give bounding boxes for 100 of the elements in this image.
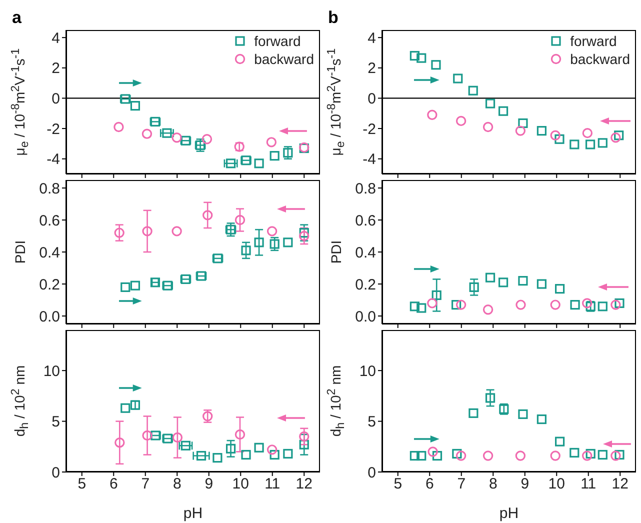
point — [202, 134, 212, 144]
point — [299, 431, 310, 442]
x-tick-label: 10 — [232, 476, 249, 493]
point — [299, 440, 309, 450]
x-tick-label: 12 — [612, 476, 628, 493]
chart-title: a — [12, 8, 22, 28]
point — [212, 453, 222, 463]
y-tick-label: 4 — [52, 30, 60, 47]
point — [550, 300, 560, 310]
point — [432, 290, 442, 300]
y-tick-label: 0 — [368, 90, 376, 108]
point — [270, 450, 280, 460]
y-tick-label: 0 — [52, 90, 60, 108]
point — [586, 448, 596, 459]
point — [598, 450, 608, 460]
y-tick-label: 0.2 — [355, 276, 376, 294]
point — [410, 50, 420, 61]
point — [610, 450, 621, 461]
point — [226, 444, 236, 454]
point — [498, 278, 508, 288]
point — [482, 450, 494, 461]
x-tick-label: 5 — [394, 476, 402, 493]
point — [518, 118, 528, 128]
point — [254, 442, 264, 452]
y-tick-label: 0.6 — [39, 212, 60, 230]
point — [536, 279, 546, 289]
y-tick-label: 0.8 — [39, 180, 60, 198]
y-tick-label: 0.2 — [39, 276, 60, 294]
point — [299, 230, 310, 242]
y-tick-label: 10 — [43, 362, 60, 380]
point — [550, 130, 560, 140]
point — [266, 137, 277, 148]
point — [196, 450, 206, 461]
point — [416, 303, 426, 313]
point — [270, 239, 280, 249]
point — [451, 300, 462, 310]
point — [427, 110, 438, 120]
point — [120, 403, 130, 413]
point — [453, 74, 463, 84]
y-tick-label: 2 — [52, 60, 60, 78]
point — [114, 437, 125, 448]
point — [485, 272, 496, 282]
x-tick-label: 9 — [520, 476, 530, 493]
point — [416, 450, 426, 461]
point — [485, 98, 496, 108]
x-axis-title: pH — [183, 505, 203, 522]
point — [518, 276, 528, 286]
point — [130, 100, 140, 111]
y-tick-label: 0.4 — [39, 244, 60, 262]
point — [515, 450, 526, 461]
y-tick-label: -4 — [46, 151, 60, 168]
point — [142, 226, 152, 236]
point — [114, 228, 124, 238]
point — [598, 138, 608, 148]
point — [180, 440, 190, 450]
point — [585, 140, 596, 150]
legend-label: backward — [569, 50, 630, 68]
x-tick-label: 8 — [172, 476, 182, 493]
y-tick-label: 0 — [52, 464, 60, 482]
point — [142, 430, 152, 441]
x-tick-label: 11 — [580, 476, 596, 493]
point — [555, 284, 565, 294]
y-axis-title: PDI — [12, 240, 28, 264]
point — [518, 409, 528, 419]
point — [202, 210, 213, 220]
point — [428, 446, 438, 457]
point — [554, 134, 564, 144]
point — [432, 450, 442, 461]
point — [468, 86, 478, 96]
point — [130, 280, 140, 290]
y-tick-label: 5 — [52, 414, 60, 431]
x-axis-title: pH — [499, 505, 519, 522]
point — [482, 304, 494, 315]
point — [614, 130, 624, 140]
point — [234, 429, 246, 440]
y-tick-label: -2 — [46, 120, 60, 138]
point — [172, 432, 183, 443]
x-tick-label: 6 — [109, 476, 118, 493]
point — [410, 450, 420, 461]
point — [482, 122, 494, 132]
point — [570, 140, 580, 150]
legend-label: forward — [569, 32, 618, 50]
point — [266, 226, 278, 236]
point — [456, 116, 466, 126]
point — [582, 450, 592, 461]
point — [515, 126, 526, 136]
y-axis-title: PDI — [328, 240, 344, 264]
legend-label: forward — [253, 32, 302, 50]
point — [410, 302, 420, 312]
point — [234, 214, 246, 226]
y-tick-label: 0.0 — [39, 308, 60, 326]
point — [270, 151, 280, 161]
y-tick-label: 0.0 — [355, 308, 376, 326]
point — [582, 298, 592, 308]
y-tick-label: 0.4 — [355, 244, 376, 262]
x-tick-label: 7 — [141, 476, 150, 493]
y-tick-label: 5 — [368, 414, 376, 431]
point — [172, 132, 182, 143]
y-tick-label: 4 — [368, 30, 376, 47]
x-tick-label: 6 — [425, 476, 434, 493]
